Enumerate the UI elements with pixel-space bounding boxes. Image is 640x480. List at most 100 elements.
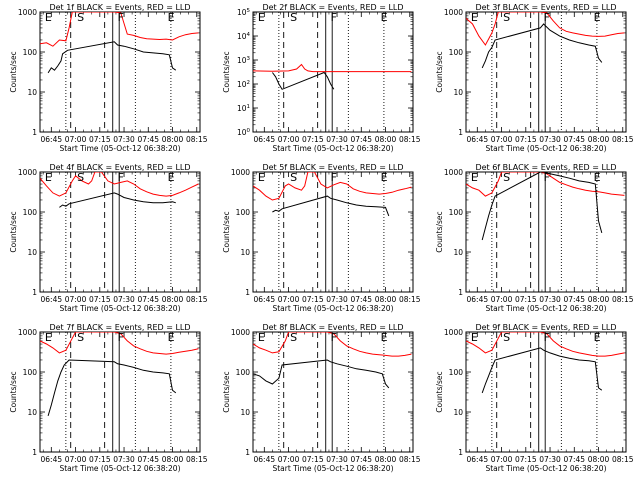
x-tick-label: 06:45	[467, 135, 489, 144]
x-axis-label: Start Time (05-Oct-12 06:38:20)	[485, 464, 606, 473]
x-tick-label: 07:30	[539, 455, 561, 464]
region-label: E	[381, 11, 388, 24]
x-tick-label: 08:15	[612, 295, 634, 304]
chart-panel-4: 1 10 100 1000 06:45 07:00 07:15 07:30 07:45 08:00…	[9, 163, 208, 313]
x-tick-label: 07:15	[515, 295, 537, 304]
x-tick-label: 08:00	[588, 295, 610, 304]
x-tick-label: 07:30	[113, 295, 135, 304]
y-tick-label: 1	[32, 128, 37, 137]
y-tick-label: 10	[27, 408, 37, 417]
chart-panel-2: 100 101 102 103 104 105 06:45 07:00 07:15 07:30 07…	[222, 3, 421, 153]
x-tick-label: 08:00	[375, 295, 397, 304]
y-tick-label: 1	[458, 288, 463, 297]
x-tick-label: 08:15	[186, 295, 208, 304]
x-tick-label: 07:30	[539, 135, 561, 144]
region-label: S	[290, 331, 297, 344]
x-tick-label: 08:00	[375, 135, 397, 144]
x-tick-label: 08:15	[612, 455, 634, 464]
events-series-line	[271, 71, 335, 90]
y-tick-label: 1	[32, 448, 37, 457]
y-axis-label: Counts/sec	[9, 371, 18, 412]
chart-panel-1: 1 10 100 1000 06:45 07:00 07:15 07:30 07:45 08:00…	[9, 3, 208, 153]
region-label: F	[118, 331, 124, 344]
x-tick-label: 07:15	[89, 455, 111, 464]
chart-panel-7: 1 10 100 1000 06:45 07:00 07:15 07:30 07:45 08:00…	[9, 323, 208, 473]
x-tick-label: 07:45	[350, 455, 372, 464]
y-tick-label: 102	[237, 80, 250, 89]
y-tick-label: 100	[449, 208, 464, 217]
chart-title: Det 8f BLACK = Events, RED = LLD	[262, 323, 403, 332]
y-tick-label: 10	[453, 248, 463, 257]
y-tick-label: 100	[449, 48, 464, 57]
y-axis-label: Counts/sec	[222, 371, 231, 412]
events-series-line	[47, 41, 177, 74]
region-label: E	[45, 171, 52, 184]
y-tick-label: 10	[453, 88, 463, 97]
x-tick-label: 07:30	[113, 455, 135, 464]
x-tick-label: 07:30	[326, 455, 348, 464]
x-axis-label: Start Time (05-Oct-12 06:38:20)	[272, 304, 393, 313]
events-series-line	[481, 172, 603, 241]
x-tick-label: 08:15	[186, 135, 208, 144]
y-tick-label: 10	[453, 408, 463, 417]
events-series-line	[481, 347, 603, 394]
region-label: F	[331, 331, 337, 344]
y-tick-label: 1000	[444, 168, 463, 177]
region-label: S	[77, 11, 84, 24]
region-label: F	[331, 11, 337, 24]
x-axis-label: Start Time (05-Oct-12 06:38:20)	[485, 144, 606, 153]
plot-frame	[252, 331, 414, 453]
lld-series-line	[253, 172, 412, 201]
y-axis-label: Counts/sec	[9, 211, 18, 252]
region-label: E	[168, 11, 175, 24]
x-tick-label: 08:00	[162, 295, 184, 304]
region-label: E	[471, 11, 478, 24]
region-label: E	[381, 171, 388, 184]
region-label: E	[594, 331, 601, 344]
plot-frame	[465, 11, 627, 133]
x-tick-label: 06:45	[41, 295, 63, 304]
x-tick-label: 08:15	[399, 295, 421, 304]
x-tick-label: 07:00	[278, 295, 300, 304]
chart-title: Det 7f BLACK = Events, RED = LLD	[49, 323, 190, 332]
region-label: S	[77, 171, 84, 184]
y-axis-label: Counts/sec	[222, 51, 231, 92]
x-tick-label: 07:30	[326, 295, 348, 304]
events-series-line	[47, 359, 177, 417]
plot-frame	[465, 331, 627, 453]
lld-series-line	[466, 172, 625, 197]
events-series-line	[481, 23, 603, 69]
x-tick-label: 07:15	[515, 455, 537, 464]
y-axis-label: Counts/sec	[435, 211, 444, 252]
plot-frame	[39, 171, 201, 293]
region-label: F	[118, 11, 124, 24]
y-tick-label: 103	[237, 56, 251, 65]
y-tick-label: 100	[23, 48, 38, 57]
region-label: E	[258, 11, 265, 24]
region-label: F	[544, 11, 550, 24]
x-tick-label: 07:15	[302, 455, 324, 464]
y-tick-label: 10	[240, 248, 250, 257]
y-tick-label: 1000	[18, 328, 37, 337]
x-axis-label: Start Time (05-Oct-12 06:38:20)	[272, 464, 393, 473]
x-tick-label: 07:15	[302, 135, 324, 144]
region-label: E	[258, 331, 265, 344]
chart-panel-3: 1 10 100 1000 06:45 07:00 07:15 07:30 07:45 08:00…	[435, 3, 634, 153]
region-label: S	[77, 331, 84, 344]
y-tick-label: 10	[27, 88, 37, 97]
x-axis-label: Start Time (05-Oct-12 06:38:20)	[59, 304, 180, 313]
y-tick-label: 100	[236, 208, 251, 217]
region-label: E	[594, 11, 601, 24]
y-axis-label: Counts/sec	[9, 51, 18, 92]
x-tick-label: 07:45	[563, 455, 585, 464]
x-axis-label: Start Time (05-Oct-12 06:38:20)	[485, 304, 606, 313]
region-label: S	[290, 171, 297, 184]
region-label: E	[471, 171, 478, 184]
x-axis-label: Start Time (05-Oct-12 06:38:20)	[59, 144, 180, 153]
x-tick-label: 08:15	[186, 455, 208, 464]
chart-panel-6: 1 10 100 1000 06:45 07:00 07:15 07:30 07:45 08:00…	[435, 163, 634, 313]
y-axis-label: Counts/sec	[435, 371, 444, 412]
chart-title: Det 3f BLACK = Events, RED = LLD	[475, 3, 616, 12]
y-tick-label: 105	[237, 8, 251, 17]
y-tick-label: 1	[458, 448, 463, 457]
